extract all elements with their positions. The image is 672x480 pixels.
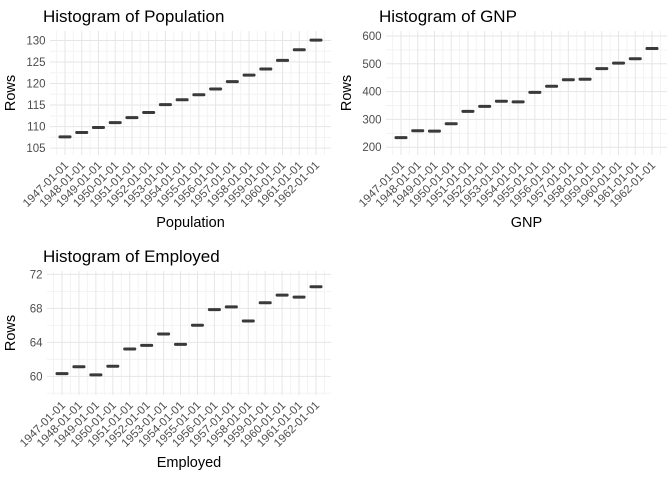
y-axis-title: Rows [339,75,355,111]
y-tick-label: 300 [362,114,381,126]
data-mark [309,285,323,289]
data-mark [411,129,425,133]
data-mark [140,343,154,347]
x-axis-title: GNP [511,215,542,231]
y-tick-label: 110 [27,122,45,134]
data-mark [106,364,120,368]
data-mark [125,116,139,120]
data-mark [89,373,103,377]
data-mark [275,293,289,297]
data-mark [578,77,592,81]
data-mark [175,98,189,102]
x-axis-title: Employed [157,455,221,471]
data-mark [55,372,69,376]
data-mark [427,129,441,133]
data-mark [58,135,72,139]
data-mark [157,332,171,336]
y-axis-title: Rows [3,315,19,351]
y-tick-label: 105 [26,143,45,155]
data-mark [276,58,290,62]
y-tick-label: 400 [362,87,381,99]
data-mark [158,103,172,107]
data-mark [494,99,508,103]
y-axis-title: Rows [3,75,19,111]
data-mark [224,305,238,309]
data-mark [142,111,156,115]
chart-title: Histogram of GNP [379,7,517,26]
data-mark [628,57,642,61]
data-mark [241,319,255,323]
data-mark [478,104,492,108]
data-mark [123,347,137,351]
chart-employed: 60 64 68 72 1947-01-01 1948-01-01 1949-01-01 19… [0,240,336,480]
plot-area: 1051101151201251301947-01-011948-01-0119… [21,31,331,210]
chart-gnp-svg: 2003004005006001947-01-011948-01-011949-… [339,7,667,231]
data-mark [190,323,204,327]
data-mark [461,109,475,113]
y-tick-label: 125 [26,57,45,69]
chart-gnp: 200 300 400 500 600 1947-01-01 1948-01-01 1949-… [336,0,672,240]
data-mark [612,61,626,65]
chart-title: Histogram of Population [43,7,224,26]
data-mark [174,342,188,346]
y-tick-label: 500 [362,59,381,71]
data-mark [259,67,273,71]
data-mark [645,47,659,51]
y-tick-label: 120 [26,79,45,91]
plot-area: 606468721947-01-011948-01-011949-01-0119… [18,269,331,450]
chart-title: Histogram of Employed [43,247,220,266]
data-mark [561,78,575,82]
data-mark [209,87,223,91]
data-mark [192,93,206,97]
chart-population-svg: 1051101151201251301947-01-011948-01-0119… [3,7,331,231]
data-mark [242,73,256,77]
data-mark [394,136,408,140]
y-tick-label: 60 [30,371,43,383]
y-tick-label: 200 [362,142,381,154]
data-mark [108,121,122,125]
data-mark [292,48,306,52]
data-mark [528,90,542,94]
y-tick-label: 115 [27,100,45,112]
data-mark [225,80,239,84]
data-mark [207,308,221,312]
data-mark [72,365,86,369]
x-axis-title: Population [156,215,225,231]
y-tick-label: 64 [30,337,43,349]
data-mark [91,126,105,130]
data-mark [595,67,609,71]
y-tick-label: 68 [30,303,43,315]
chart-employed-svg: 606468721947-01-011948-01-011949-01-0119… [3,247,331,471]
data-mark [511,100,525,104]
y-tick-label: 72 [30,269,43,281]
data-mark [309,38,323,42]
data-mark [444,122,458,126]
plot-area: 2003004005006001947-01-011948-01-011949-… [357,31,667,210]
data-mark [75,130,89,134]
y-tick-label: 600 [362,31,381,43]
data-mark [258,301,272,305]
chart-population: 105 110 115 120 125 130 1947-01-01 1948-01-01 19… [0,0,336,240]
empty-cell [336,240,672,480]
data-mark [292,295,306,299]
y-tick-label: 130 [26,35,45,47]
data-mark [545,84,559,88]
